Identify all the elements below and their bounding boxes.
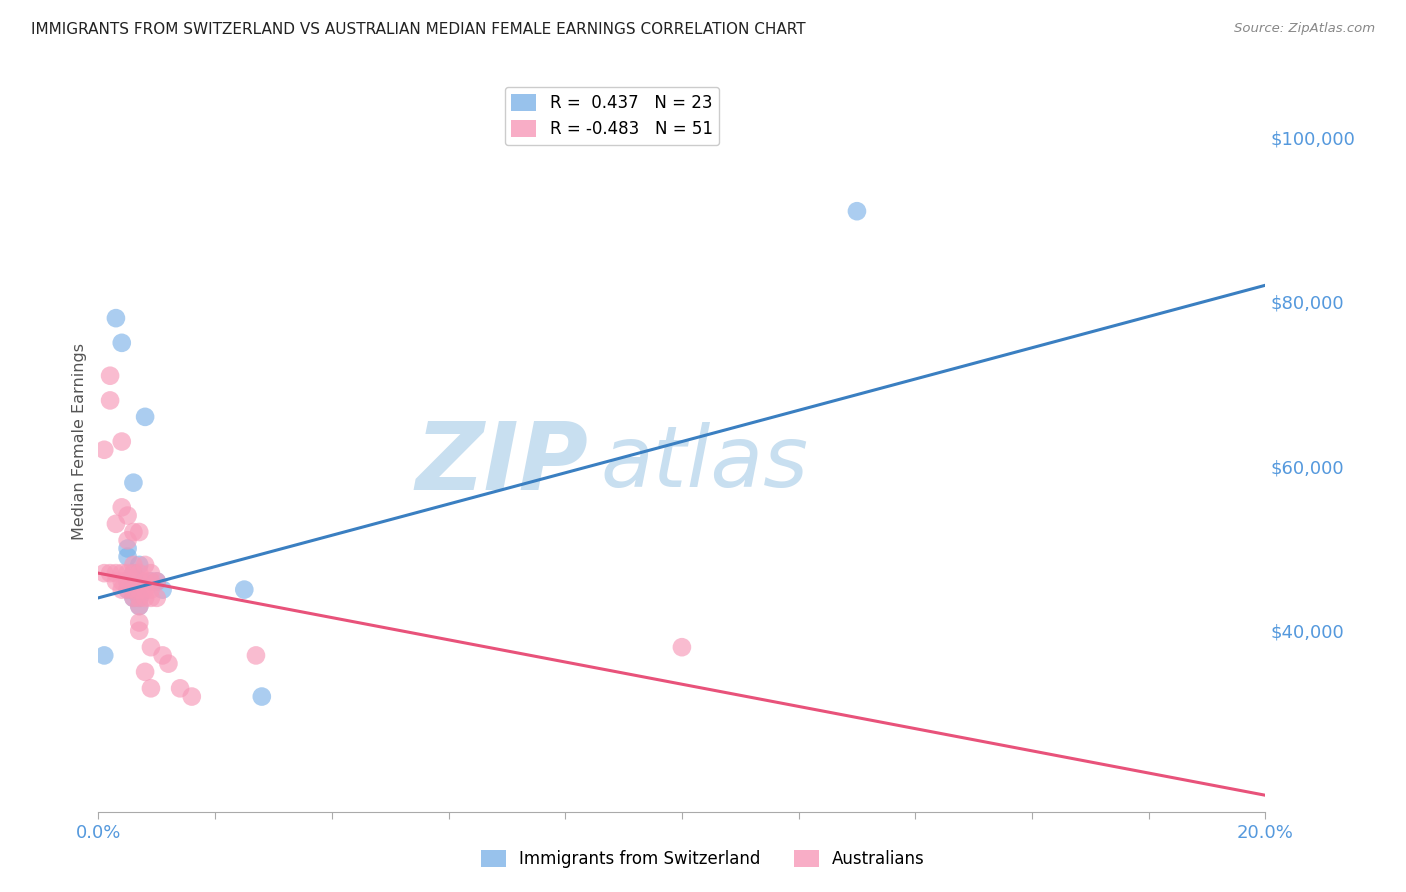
Point [111, 582, 134, 597]
Point [122, 591, 145, 605]
Point [117, 566, 139, 581]
Point [134, 574, 156, 589]
Point [111, 434, 134, 449]
Point [117, 508, 139, 523]
Point [117, 582, 139, 597]
Point [139, 574, 162, 589]
Point [122, 566, 145, 581]
Point [122, 558, 145, 572]
Point [134, 582, 156, 597]
Point [146, 574, 169, 589]
Point [104, 516, 127, 531]
Text: Source: ZipAtlas.com: Source: ZipAtlas.com [1234, 22, 1375, 36]
Point [134, 558, 156, 572]
Point [134, 665, 156, 679]
Point [134, 591, 156, 605]
Legend: Immigrants from Switzerland, Australians: Immigrants from Switzerland, Australians [474, 843, 932, 875]
Point [122, 574, 145, 589]
Point [152, 648, 174, 663]
Point [117, 541, 139, 556]
Point [117, 574, 139, 589]
Point [93, 566, 115, 581]
Point [117, 549, 139, 564]
Point [111, 566, 134, 581]
Point [169, 681, 191, 696]
Point [128, 615, 150, 630]
Point [134, 409, 156, 424]
Legend: R =  0.437   N = 23, R = -0.483   N = 51: R = 0.437 N = 23, R = -0.483 N = 51 [505, 87, 720, 145]
Point [104, 311, 127, 326]
Point [122, 574, 145, 589]
Point [233, 582, 256, 597]
Point [128, 624, 150, 638]
Point [98, 393, 121, 408]
Point [128, 566, 150, 581]
Point [146, 574, 169, 589]
Text: IMMIGRANTS FROM SWITZERLAND VS AUSTRALIAN MEDIAN FEMALE EARNINGS CORRELATION CHA: IMMIGRANTS FROM SWITZERLAND VS AUSTRALIA… [31, 22, 806, 37]
Point [104, 566, 127, 581]
Point [139, 591, 162, 605]
Point [139, 566, 162, 581]
Point [122, 566, 145, 581]
Point [250, 690, 273, 704]
Text: atlas: atlas [600, 422, 808, 505]
Point [245, 648, 267, 663]
Point [117, 533, 139, 548]
Point [128, 591, 150, 605]
Point [122, 475, 145, 490]
Point [122, 591, 145, 605]
Point [98, 566, 121, 581]
Point [139, 582, 162, 597]
Text: ZIP: ZIP [416, 417, 589, 509]
Point [128, 591, 150, 605]
Point [128, 558, 150, 572]
Point [128, 599, 150, 613]
Point [117, 574, 139, 589]
Point [139, 640, 162, 655]
Point [104, 574, 127, 589]
Point [128, 582, 150, 597]
Point [111, 335, 134, 350]
Point [846, 204, 869, 219]
Point [122, 524, 145, 539]
Point [128, 524, 150, 539]
Point [111, 500, 134, 515]
Point [93, 648, 115, 663]
Point [128, 599, 150, 613]
Point [157, 657, 180, 671]
Point [111, 574, 134, 589]
Point [152, 582, 174, 597]
Point [146, 591, 169, 605]
Point [93, 442, 115, 457]
Point [122, 582, 145, 597]
Point [128, 574, 150, 589]
Y-axis label: Median Female Earnings: Median Female Earnings [72, 343, 87, 540]
Point [671, 640, 693, 655]
Point [139, 681, 162, 696]
Point [180, 690, 202, 704]
Point [122, 582, 145, 597]
Point [139, 574, 162, 589]
Point [98, 368, 121, 383]
Point [128, 574, 150, 589]
Point [117, 582, 139, 597]
